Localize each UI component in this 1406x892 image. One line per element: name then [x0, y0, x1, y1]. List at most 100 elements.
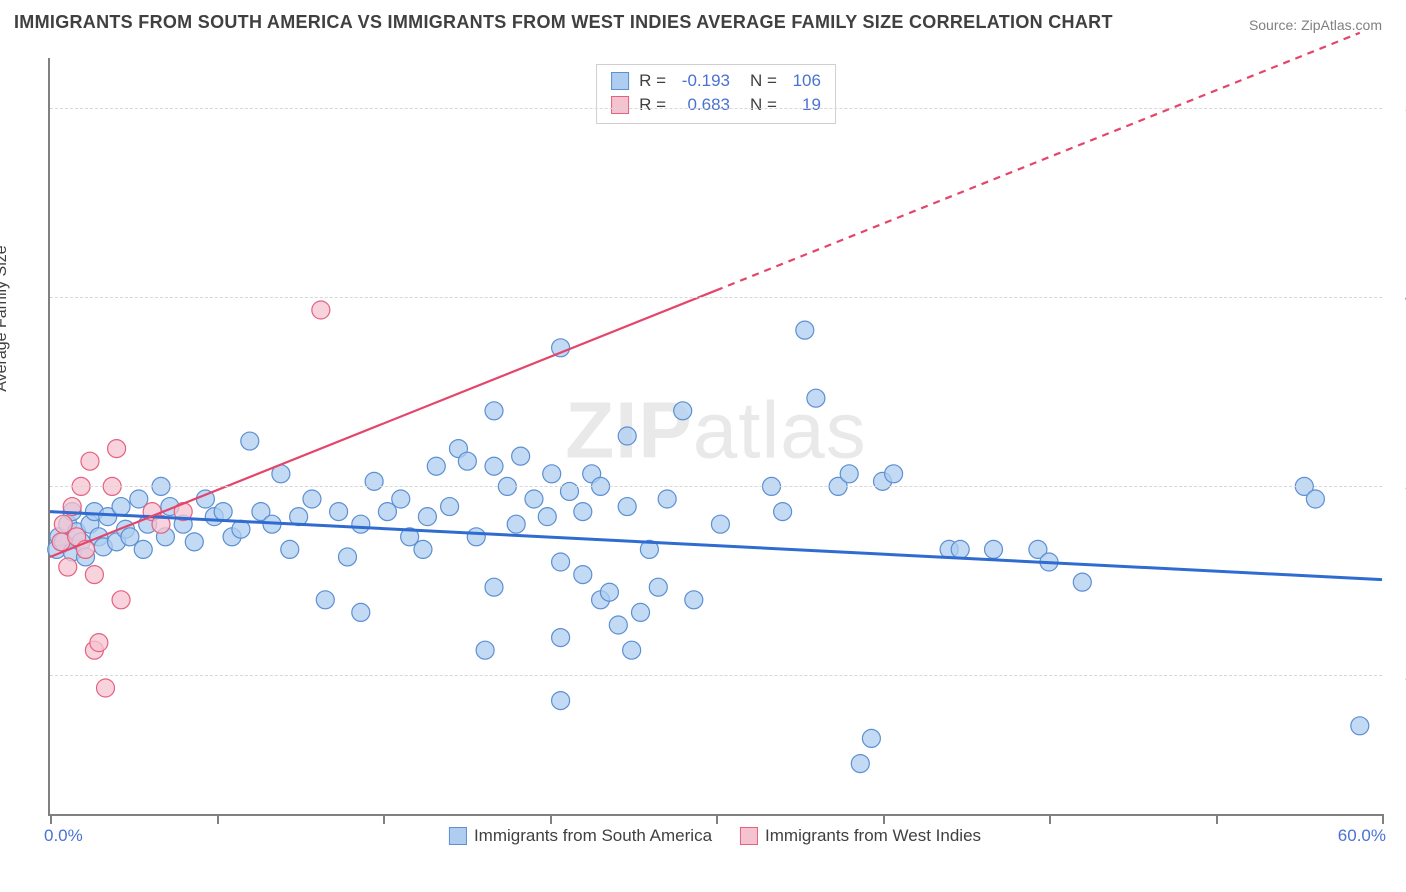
stat-n-value: 106	[787, 69, 821, 93]
scatter-point	[711, 515, 729, 533]
bottom-legend: Immigrants from South America Immigrants …	[449, 826, 981, 846]
scatter-point	[281, 540, 299, 558]
x-tick	[716, 814, 718, 824]
scatter-point	[552, 553, 570, 571]
scatter-point	[609, 616, 627, 634]
gridline	[50, 108, 1382, 109]
gridline	[50, 486, 1382, 487]
scatter-point	[774, 503, 792, 521]
scatter-point	[658, 490, 676, 508]
x-tick	[217, 814, 219, 824]
scatter-point	[338, 548, 356, 566]
stat-n-value: 19	[787, 93, 821, 117]
x-tick	[1382, 814, 1384, 824]
scatter-point	[90, 634, 108, 652]
source-label: Source: ZipAtlas.com	[1249, 17, 1382, 33]
scatter-point	[618, 498, 636, 516]
legend-item: Immigrants from South America	[449, 826, 712, 846]
scatter-point	[112, 498, 130, 516]
scatter-point	[525, 490, 543, 508]
scatter-point	[674, 402, 692, 420]
stat-r-label: R =	[639, 93, 666, 117]
scatter-point	[685, 591, 703, 609]
scatter-point	[312, 301, 330, 319]
scatter-point	[134, 540, 152, 558]
stat-r-value: 0.683	[676, 93, 730, 117]
stat-n-label: N =	[750, 93, 777, 117]
title-bar: IMMIGRANTS FROM SOUTH AMERICA VS IMMIGRA…	[0, 0, 1406, 41]
scatter-point	[885, 465, 903, 483]
scatter-point	[1306, 490, 1324, 508]
scatter-point	[241, 432, 259, 450]
scatter-point	[427, 457, 445, 475]
legend-item: Immigrants from West Indies	[740, 826, 981, 846]
scatter-point	[840, 465, 858, 483]
stat-row: R = 0.683 N = 19	[611, 93, 821, 117]
scatter-point	[600, 583, 618, 601]
scatter-point	[185, 533, 203, 551]
scatter-point	[112, 591, 130, 609]
scatter-point	[1073, 573, 1091, 591]
legend-swatch	[740, 827, 758, 845]
x-tick	[1216, 814, 1218, 824]
stat-row: R =-0.193N =106	[611, 69, 821, 93]
legend-swatch	[611, 96, 629, 114]
scatter-point	[352, 515, 370, 533]
legend-swatch	[611, 72, 629, 90]
scatter-point	[543, 465, 561, 483]
scatter-point	[862, 729, 880, 747]
scatter-point	[507, 515, 525, 533]
x-tick	[883, 814, 885, 824]
scatter-point	[574, 503, 592, 521]
x-axis-min-label: 0.0%	[44, 826, 83, 846]
legend-label: Immigrants from South America	[474, 826, 712, 846]
scatter-point	[574, 566, 592, 584]
gridline	[50, 675, 1382, 676]
legend-swatch	[449, 827, 467, 845]
scatter-point	[552, 692, 570, 710]
scatter-point	[552, 629, 570, 647]
chart-title: IMMIGRANTS FROM SOUTH AMERICA VS IMMIGRA…	[14, 12, 1113, 33]
stat-r-label: R =	[639, 69, 666, 93]
scatter-point	[807, 389, 825, 407]
scatter-point	[985, 540, 1003, 558]
scatter-point	[632, 603, 650, 621]
gridline	[50, 297, 1382, 298]
stat-r-value: -0.193	[676, 69, 730, 93]
scatter-point	[485, 578, 503, 596]
scatter-point	[485, 402, 503, 420]
x-axis-max-label: 60.0%	[1338, 826, 1386, 846]
scatter-point	[316, 591, 334, 609]
x-tick	[1049, 814, 1051, 824]
scatter-point	[1351, 717, 1369, 735]
scatter-point	[441, 498, 459, 516]
scatter-point	[392, 490, 410, 508]
scatter-point	[951, 540, 969, 558]
scatter-point	[108, 440, 126, 458]
plot-area: ZIPatlas R =-0.193N =106R =0.683N =19 2.…	[48, 58, 1382, 816]
scatter-point	[365, 472, 383, 490]
chart-container: Average Family Size ZIPatlas R =-0.193N …	[14, 46, 1392, 866]
scatter-point	[796, 321, 814, 339]
scatter-point	[618, 427, 636, 445]
x-tick	[50, 814, 52, 824]
scatter-point	[85, 566, 103, 584]
x-tick	[550, 814, 552, 824]
stat-box: R = -0.193 N = 106R = 0.683 N = 19	[596, 64, 836, 124]
x-axis-row: 0.0% Immigrants from South AmericaImmigr…	[48, 826, 1382, 856]
scatter-point	[649, 578, 667, 596]
scatter-point	[418, 508, 436, 526]
scatter-point	[851, 755, 869, 773]
scatter-point	[414, 540, 432, 558]
scatter-point	[538, 508, 556, 526]
scatter-point	[330, 503, 348, 521]
scatter-point	[467, 528, 485, 546]
scatter-point	[81, 452, 99, 470]
scatter-point	[352, 603, 370, 621]
scatter-point	[485, 457, 503, 475]
x-tick	[383, 814, 385, 824]
y-axis-label: Average Family Size	[0, 245, 11, 391]
scatter-point	[97, 679, 115, 697]
scatter-point	[476, 641, 494, 659]
plot-svg	[50, 58, 1382, 814]
